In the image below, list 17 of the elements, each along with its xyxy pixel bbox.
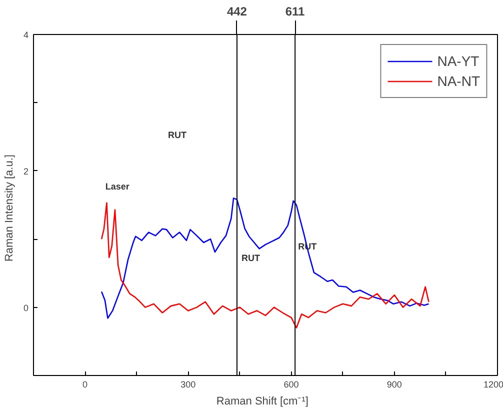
x-tick-label: 900 xyxy=(386,380,402,390)
x-tick-label: 0 xyxy=(82,380,88,390)
ref-line-label: 611 xyxy=(285,4,306,18)
legend-label: NA-YT xyxy=(437,53,480,69)
x-tick-label: 300 xyxy=(180,380,196,390)
y-tick-label: 0 xyxy=(23,302,29,313)
x-tick-label: 600 xyxy=(284,380,299,390)
annotation: RUT xyxy=(168,130,188,140)
x-tick-label: 1200 xyxy=(483,380,503,390)
annotation: Laser xyxy=(105,181,130,192)
y-tick-label: 4 xyxy=(23,30,29,40)
legend-label: NA-NT xyxy=(437,73,480,89)
annotation: RUT xyxy=(241,252,260,263)
ref-line-label: 442 xyxy=(226,4,248,18)
y-axis-title: Raman Intensity [a.u.] xyxy=(3,154,16,262)
x-axis-title: Raman Shift [cm⁻¹] xyxy=(216,396,308,408)
y-tick-label: 2 xyxy=(23,166,29,176)
